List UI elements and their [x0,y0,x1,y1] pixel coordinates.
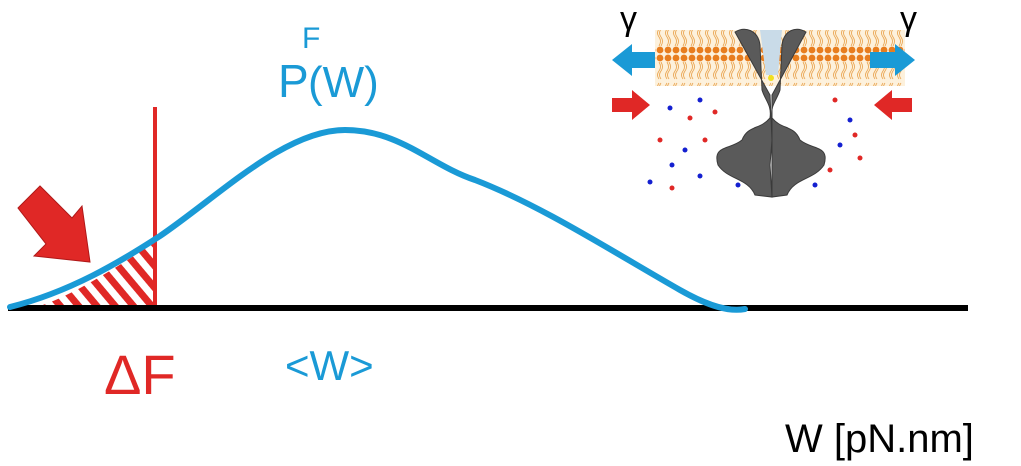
curve-label-base: P [278,55,309,107]
axis-label: W [pN.nm] [785,417,974,461]
tension-label-right: γ [900,0,917,38]
pressure-arrow-left [612,90,650,120]
curve-label-superscript: F [302,22,320,55]
free-energy-label: ΔF [104,343,176,406]
channel-inset: γ γ [612,0,917,197]
curve-label-argument: (W) [308,58,379,107]
red-arrow [18,186,90,262]
tension-arrow-left [612,44,655,76]
diagram: P F (W) ΔF <W> W [pN.nm] γ γ [0,0,1021,466]
mean-work-label: <W> [285,342,374,389]
pressure-arrow-right [874,90,912,120]
tension-label-left: γ [620,0,637,38]
